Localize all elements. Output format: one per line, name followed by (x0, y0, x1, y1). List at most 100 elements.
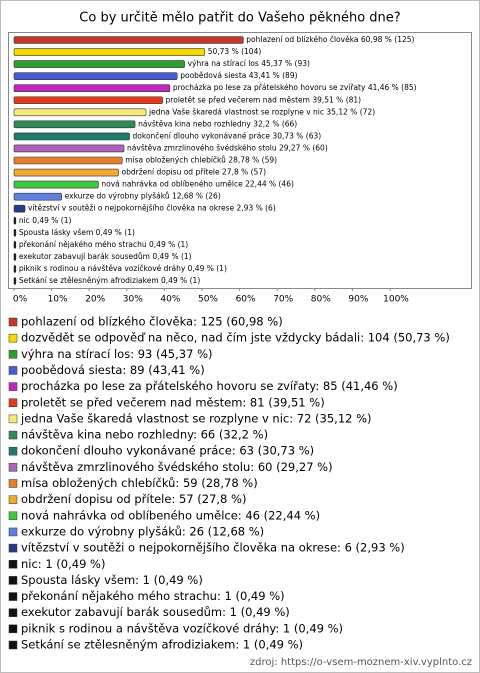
bar-category: Spousta lásky všem (19, 228, 93, 237)
bar (13, 96, 163, 105)
legend-label: překonání nějakého mého strachu: 1 (0,49… (21, 589, 285, 603)
value-label: 0,49 % (1) (149, 240, 188, 249)
legend-label: dokončení dlouho vykonávané práce: 63 (3… (21, 444, 314, 458)
bar-label: proletět se před večerem nad městem 39,5… (166, 95, 362, 104)
bar-category: nic (19, 216, 30, 225)
legend-label: návštěva kina nebo rozhledny: 66 (32,2 %… (21, 428, 268, 442)
value-label: 39,51 % (81) (312, 95, 361, 104)
value-label: 0,49 % (1) (96, 228, 135, 237)
bar (13, 36, 244, 44)
legend-swatch (8, 333, 18, 343)
bar (13, 180, 99, 189)
bar-category: obdržení dopisu od přítele (122, 168, 221, 177)
legend-swatch (8, 430, 18, 440)
bar-category: překonání nějakého mého strachu (19, 240, 147, 249)
legend-swatch (8, 350, 18, 359)
legend-label: procházka po lese za přátelského hovoru … (21, 379, 398, 393)
legend-label: pohlazení od blízkého člověka: 125 (60,9… (21, 315, 283, 329)
legend-label: Spousta lásky všem: 1 (0,49 %) (21, 573, 203, 587)
value-label: 45,37 % (93) (261, 59, 310, 68)
value-label: 22,44 % (46) (245, 180, 294, 189)
bar-label: obdržení dopisu od přítele 27,8 % (57) (122, 168, 267, 177)
legend-label: dozvědět se odpověď na něco, nad čím jst… (21, 331, 450, 345)
source: zdroj: https://o-vsem-moznem-xiv.vyplnto… (250, 657, 472, 668)
value-label: 60,98 % (125) (361, 35, 415, 44)
bar-category: vítězství v soutěži o nejpokornějšího čl… (28, 204, 235, 213)
bar-category: návštěva kina nebo rozhledny (138, 119, 251, 128)
legend-label: vítězství v soutěži o nejpokornějšího čl… (21, 541, 405, 555)
legend-swatch (8, 382, 18, 391)
x-tick-label: 20% (85, 295, 105, 305)
legend-label: poobědová siesta: 89 (43,41 %) (21, 363, 205, 377)
bar (13, 265, 17, 273)
bar (13, 277, 17, 285)
legend-swatch (8, 592, 18, 601)
legend-swatch (8, 608, 18, 617)
bar-label: návštěva zmrzlinového švédského stolu 29… (127, 143, 328, 152)
x-tick-label: 10% (48, 295, 68, 305)
value-label: 0,49 % (1) (188, 264, 227, 273)
x-tick-label: 80% (311, 295, 331, 305)
bar-category: exkurze do výrobny plyšáků (65, 192, 170, 201)
bar (13, 120, 136, 129)
bar (13, 144, 125, 153)
legend-swatch (8, 640, 18, 650)
bar-category: proletět se před večerem nad městem (166, 95, 310, 104)
legend-swatch (8, 624, 18, 634)
legend-swatch (8, 463, 18, 472)
chart-title: Co by určitě mělo patřit do Vašeho pěkné… (79, 11, 400, 26)
bar (13, 241, 17, 249)
legend-label: jedna Vaše škaredá vlastnost se rozplyne… (20, 411, 372, 425)
legend-swatch (8, 446, 18, 456)
value-label: 43,41 % (89) (249, 71, 298, 80)
bar-category: návštěva zmrzlinového švédského stolu (127, 143, 277, 152)
bar (13, 204, 26, 213)
x-tick-label: 40% (160, 295, 180, 305)
bar (13, 84, 171, 92)
legend-swatch (8, 398, 18, 407)
bar (13, 108, 147, 117)
x-tick-label: 70% (273, 295, 293, 305)
bar-category: piknik s rodinou a návštěva vozíčkové dr… (19, 264, 186, 273)
bar-label: vítězství v soutěži o nejpokornějšího čl… (28, 204, 276, 213)
bar-label: pohlazení od blízkého člověka 60,98 % (1… (246, 35, 414, 44)
x-tick-label: 30% (123, 295, 143, 305)
bar-label: poobědová siesta 43,41 % (89) (180, 71, 297, 80)
value-label: 0,49 % (1) (152, 252, 191, 261)
legend-swatch (8, 576, 18, 585)
value-label: 27,8 % (57) (222, 168, 266, 177)
bar-label: Spousta lásky všem 0,49 % (1) (19, 228, 135, 237)
legend-swatch (8, 543, 18, 553)
value-label: 50,73 % (104) (208, 47, 262, 56)
bar-label: exkurze do výrobny plyšáků 12,68 % (26) (65, 192, 221, 201)
legend-label: výhra na stírací los: 93 (45,37 %) (21, 347, 213, 361)
value-label: 41,46 % (85) (368, 83, 417, 92)
bar (13, 48, 206, 56)
value-label: 32,2 % (66) (253, 119, 297, 128)
bar-label: mísa obložených chlebíčků 28,78 % (59) (125, 156, 277, 165)
legend-swatch (8, 511, 18, 521)
x-tick-label: 0% (13, 295, 28, 305)
legend-label: obdržení dopisu od přítele: 57 (27,8 %) (21, 492, 246, 506)
bar (13, 229, 17, 237)
legend-swatch (8, 414, 18, 424)
bar-category: dokončení dlouho vykonávané práce (133, 131, 271, 140)
x-tick-label: 50% (198, 295, 218, 305)
legend-label: piknik s rodinou a návštěva vozíčkové dr… (21, 621, 343, 635)
value-label: 0,49 % (1) (161, 276, 200, 285)
value-label: 0,49 % (1) (32, 216, 71, 225)
value-label: 29,27 % (60) (279, 143, 328, 152)
legend-label: proletět se před večerem nad městem: 81 … (21, 395, 325, 409)
legend-label: Setkání se ztělesněným afrodiziakem: 1 (… (21, 638, 303, 652)
value-label: 12,68 % (26) (172, 192, 221, 201)
legend-swatch (8, 560, 18, 569)
bar (13, 216, 17, 225)
legend-swatch (8, 479, 18, 488)
bar-category: Setkání se ztělesněným afrodiziakem (19, 276, 159, 285)
x-tick-label: 60% (236, 295, 256, 305)
legend-swatch (8, 317, 18, 327)
value-label: 2,93 % (6) (237, 204, 276, 213)
bar-category: procházka po lese za přátelského hovoru … (173, 83, 366, 92)
bar-label: nic 0,49 % (1) (19, 216, 72, 225)
